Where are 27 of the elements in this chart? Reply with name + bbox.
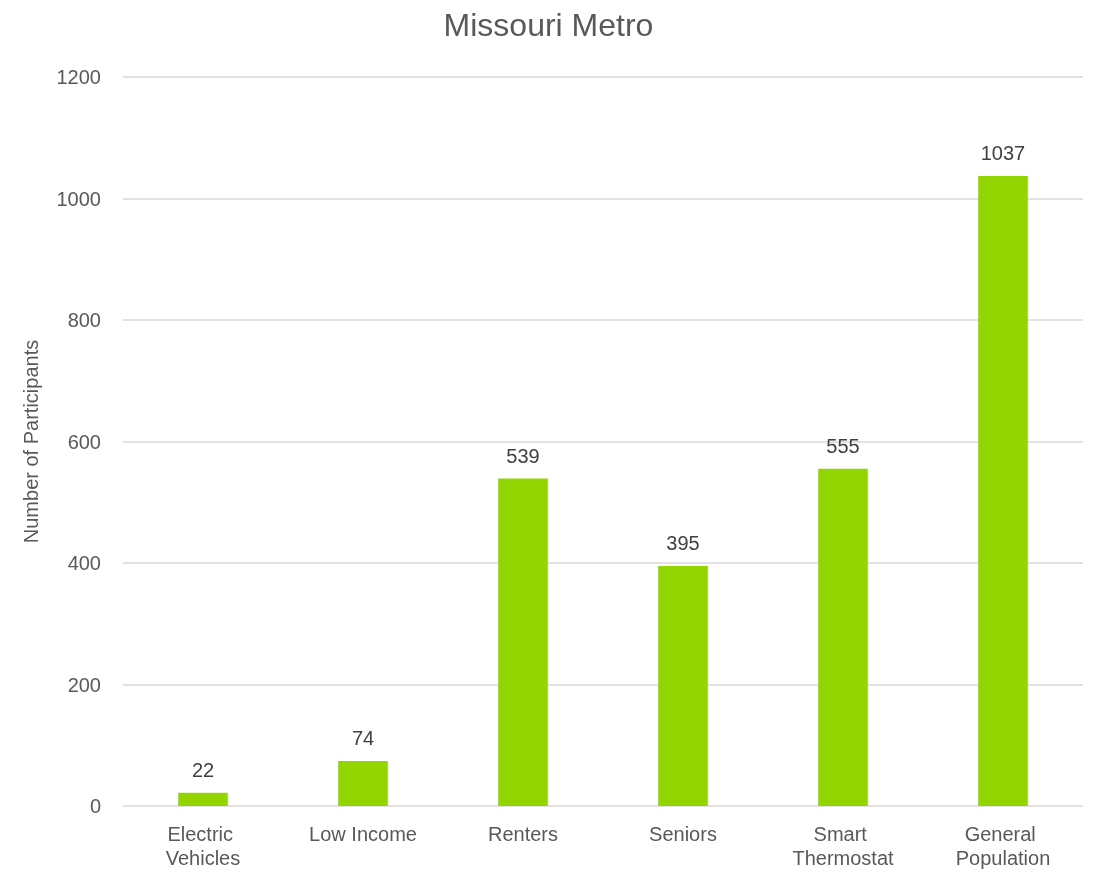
bar [498, 478, 548, 806]
y-tick-label: 200 [67, 673, 101, 696]
x-tick-label: Low Income [309, 823, 417, 845]
bar [178, 792, 228, 806]
data-label: 22 [191, 758, 215, 781]
y-axis-title: Number of Participants [20, 339, 42, 544]
bar [338, 761, 388, 806]
y-tick-label: 400 [67, 552, 101, 574]
y-tick-label: 1200 [56, 66, 101, 88]
x-tick-label: Electric Vehicles [165, 823, 241, 869]
x-tick-label: Smart Thermostat [792, 823, 895, 869]
y-tick-label: 600 [67, 430, 101, 453]
bar [658, 566, 708, 806]
x-tick-label: General Population [955, 823, 1051, 869]
x-tick-label: Seniors [649, 823, 717, 845]
data-label: 555 [826, 434, 860, 457]
data-label: 1037 [980, 142, 1026, 165]
bar [978, 176, 1028, 806]
data-label: 74 [351, 727, 375, 750]
y-tick-label: 1000 [56, 187, 101, 210]
x-tick-label: Renters [487, 823, 559, 845]
data-label: 539 [506, 444, 540, 467]
data-label: 395 [666, 532, 700, 555]
y-tick-label: 0 [89, 795, 101, 817]
chart-title: Missouri Metro [443, 7, 654, 43]
bar [818, 468, 868, 806]
y-tick-label: 800 [67, 309, 101, 331]
